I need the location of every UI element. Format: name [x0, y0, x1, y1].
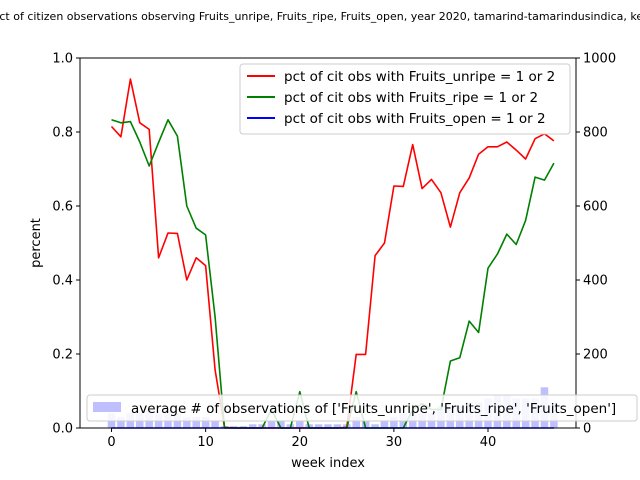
- observation-bar: [201, 416, 210, 428]
- y-axis-label: percent: [29, 218, 44, 268]
- observation-bar: [361, 420, 370, 428]
- x-tick-label: 20: [291, 435, 308, 450]
- x-tick-label: 0: [107, 435, 115, 450]
- observation-bar: [296, 420, 304, 428]
- series-line: [111, 119, 555, 429]
- x-tick-label: 40: [480, 435, 497, 450]
- legend-lower-frame: [86, 394, 638, 422]
- observation-bar: [333, 424, 342, 428]
- x-axis-ticks: 0 10 20 30 40: [107, 428, 496, 450]
- legend-label-ripe: pct of cit obs with Fruits_ripe = 1 or 2: [284, 90, 538, 106]
- y2-tick-label: 200: [583, 348, 608, 363]
- y2-tick-label: 400: [583, 274, 608, 289]
- legend-lower: average # of observations of ['Fruits_un…: [86, 394, 638, 422]
- y2-tick-label: 600: [583, 200, 608, 215]
- observation-bar: [117, 416, 125, 428]
- y2-tick-label: 800: [583, 126, 608, 141]
- y2-tick-label: 0: [583, 422, 591, 437]
- observation-bar: [192, 416, 200, 428]
- observation-bar: [267, 420, 276, 428]
- x-axis-label: week index: [291, 456, 365, 471]
- legend-label-observations: average # of observations of ['Fruits_un…: [131, 401, 616, 417]
- legend-upper: pct of cit obs with Fruits_unripe = 1 or…: [239, 63, 571, 135]
- observation-bar: [258, 424, 266, 428]
- y-tick-label: 0.0: [52, 422, 73, 437]
- plot-frame: [79, 57, 577, 429]
- observation-bar: [211, 420, 219, 428]
- y2-axis-ticks: 0 200 400 600 800 1000: [576, 52, 616, 437]
- y-tick-label: 0.2: [52, 348, 73, 363]
- y-tick-label: 0.8: [52, 126, 73, 141]
- legend-upper-frame: [239, 63, 571, 135]
- observation-bar: [352, 416, 360, 428]
- observation-bar: [248, 424, 257, 428]
- observation-bar: [230, 426, 238, 428]
- x-tick-label: 30: [386, 435, 403, 450]
- chart-title: pct of citizen observations observing Fr…: [0, 10, 640, 23]
- observation-bar: [239, 426, 248, 428]
- legend-label-unripe: pct of cit obs with Fruits_unripe = 1 or…: [284, 69, 555, 85]
- observation-bar: [390, 416, 398, 428]
- legend-label-open: pct of cit obs with Fruits_open = 1 or 2: [284, 111, 546, 127]
- observation-bar: [380, 420, 389, 428]
- x-tick-label: 10: [197, 435, 214, 450]
- y-tick-label: 1.0: [52, 52, 73, 67]
- observation-bar: [183, 416, 191, 428]
- y-tick-label: 0.6: [52, 200, 73, 215]
- observation-bar: [277, 420, 285, 428]
- observation-bar: [314, 424, 323, 428]
- y-tick-label: 0.4: [52, 274, 73, 289]
- y2-tick-label: 1000: [583, 52, 616, 67]
- observation-bar: [371, 424, 379, 428]
- legend-swatch-observations: [93, 402, 121, 412]
- observation-bar: [324, 424, 332, 428]
- y-axis-ticks: 0.0 0.2 0.4 0.6 0.8 1.0: [52, 52, 80, 437]
